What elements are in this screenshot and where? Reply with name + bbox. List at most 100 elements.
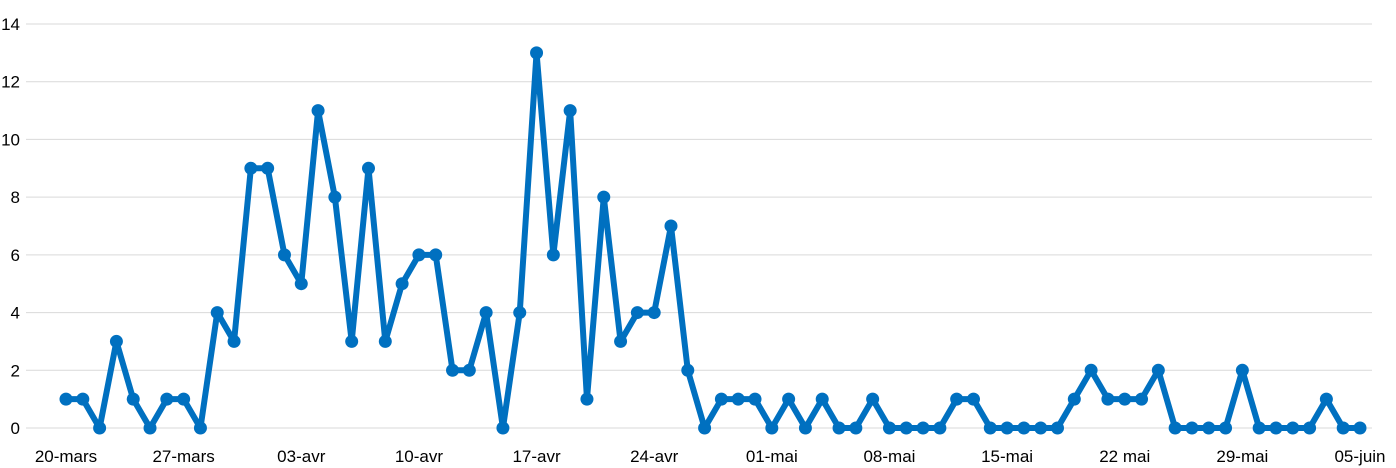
data-point bbox=[76, 392, 90, 406]
data-point bbox=[109, 334, 123, 348]
data-point bbox=[1202, 421, 1216, 435]
data-point bbox=[614, 334, 628, 348]
data-point bbox=[798, 421, 812, 435]
y-axis-tick-labels: 0 2 4 6 8 10 12 14 bbox=[1, 15, 20, 438]
data-point bbox=[395, 277, 409, 291]
data-point bbox=[328, 190, 342, 204]
y-tick-label: 8 bbox=[11, 188, 20, 207]
data-point bbox=[1084, 363, 1098, 377]
data-point bbox=[1135, 392, 1149, 406]
data-point bbox=[446, 363, 460, 377]
data-point bbox=[1336, 421, 1350, 435]
data-point bbox=[345, 334, 359, 348]
data-point bbox=[227, 334, 241, 348]
x-tick-label: 15-mai bbox=[981, 447, 1033, 466]
data-point bbox=[546, 248, 560, 262]
data-point bbox=[815, 392, 829, 406]
data-point bbox=[563, 104, 577, 118]
x-axis-tick-labels: 20-mars 27-mars 03-avr 10-avr 17-avr 24-avr 01… bbox=[35, 447, 1386, 466]
data-point bbox=[193, 421, 207, 435]
x-tick-label: 22 mai bbox=[1099, 447, 1150, 466]
data-point bbox=[496, 421, 510, 435]
data-point bbox=[210, 306, 224, 320]
x-tick-label: 08-mai bbox=[863, 447, 915, 466]
y-tick-label: 14 bbox=[1, 15, 20, 34]
data-point bbox=[59, 392, 73, 406]
data-point bbox=[1252, 421, 1266, 435]
y-tick-label: 6 bbox=[11, 246, 20, 265]
data-point bbox=[277, 248, 291, 262]
data-point bbox=[1185, 421, 1199, 435]
data-point bbox=[966, 392, 980, 406]
data-point bbox=[933, 421, 947, 435]
data-point bbox=[832, 421, 846, 435]
x-tick-label: 17-avr bbox=[512, 447, 561, 466]
data-point bbox=[1235, 363, 1249, 377]
data-point bbox=[261, 161, 275, 175]
data-point bbox=[630, 306, 644, 320]
data-point bbox=[1034, 421, 1048, 435]
data-point bbox=[378, 334, 392, 348]
data-point bbox=[1353, 421, 1367, 435]
data-point bbox=[126, 392, 140, 406]
data-point bbox=[294, 277, 308, 291]
data-point bbox=[1000, 421, 1014, 435]
data-point bbox=[361, 161, 375, 175]
data-point bbox=[916, 421, 930, 435]
data-point bbox=[1319, 392, 1333, 406]
x-tick-label: 20-mars bbox=[35, 447, 97, 466]
x-tick-label: 29-mai bbox=[1216, 447, 1268, 466]
data-point bbox=[412, 248, 426, 262]
data-point bbox=[160, 392, 174, 406]
data-point bbox=[429, 248, 443, 262]
gridlines bbox=[26, 23, 1372, 429]
data-point bbox=[143, 421, 157, 435]
data-point bbox=[93, 421, 107, 435]
data-point bbox=[1017, 421, 1031, 435]
data-point bbox=[765, 421, 779, 435]
x-tick-label: 24-avr bbox=[630, 447, 679, 466]
series-group bbox=[59, 46, 1367, 435]
data-point bbox=[1118, 392, 1132, 406]
data-point bbox=[983, 421, 997, 435]
y-tick-label: 10 bbox=[1, 130, 20, 149]
data-point bbox=[748, 392, 762, 406]
data-point bbox=[177, 392, 191, 406]
x-tick-label: 01-mai bbox=[746, 447, 798, 466]
data-point bbox=[597, 190, 611, 204]
data-point bbox=[311, 104, 325, 118]
x-tick-label: 05-juin bbox=[1334, 447, 1385, 466]
x-tick-label: 27-mars bbox=[152, 447, 214, 466]
data-point bbox=[950, 392, 964, 406]
data-point bbox=[849, 421, 863, 435]
data-point bbox=[647, 306, 661, 320]
y-tick-label: 2 bbox=[11, 361, 20, 380]
data-point bbox=[681, 363, 695, 377]
data-point bbox=[462, 363, 476, 377]
data-point bbox=[1168, 421, 1182, 435]
data-point bbox=[580, 392, 594, 406]
data-point bbox=[866, 392, 880, 406]
data-point bbox=[698, 421, 712, 435]
series-line bbox=[63, 49, 1363, 431]
data-point bbox=[1286, 421, 1300, 435]
data-point bbox=[1151, 363, 1165, 377]
data-point bbox=[731, 392, 745, 406]
data-point bbox=[882, 421, 896, 435]
data-point bbox=[479, 306, 493, 320]
x-tick-label: 10-avr bbox=[395, 447, 444, 466]
data-point bbox=[1067, 392, 1081, 406]
data-point bbox=[714, 392, 728, 406]
data-point bbox=[782, 392, 796, 406]
data-point bbox=[530, 46, 544, 60]
data-point bbox=[664, 219, 678, 233]
data-point bbox=[513, 306, 527, 320]
y-tick-label: 4 bbox=[11, 304, 20, 323]
y-tick-label: 0 bbox=[11, 419, 20, 438]
y-tick-label: 12 bbox=[1, 73, 20, 92]
data-point bbox=[1269, 421, 1283, 435]
data-point bbox=[1303, 421, 1317, 435]
data-point bbox=[1219, 421, 1233, 435]
data-point bbox=[1101, 392, 1115, 406]
data-point bbox=[1051, 421, 1065, 435]
